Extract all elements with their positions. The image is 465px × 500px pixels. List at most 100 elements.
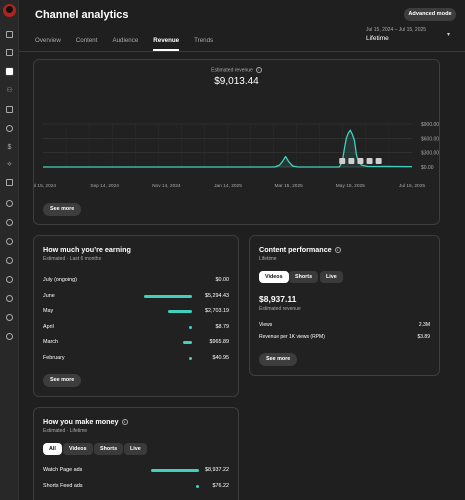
x-tick-label: Sep 14, 2024 <box>90 183 119 189</box>
chip-live[interactable]: Live <box>124 443 147 455</box>
channel-icon-6[interactable] <box>5 294 14 303</box>
performance-title-wrap: Content performance i <box>259 245 341 254</box>
advanced-mode-button[interactable]: Advanced mode <box>404 8 456 21</box>
earning-row-value: $2,703.19 <box>205 308 229 314</box>
make-money-row-bar <box>151 469 199 472</box>
metric-rpm-value: $3.89 <box>417 334 430 340</box>
video-marker[interactable] <box>375 158 382 164</box>
performance-title: Content performance <box>259 245 332 254</box>
channel-icon-2[interactable] <box>5 218 14 227</box>
earning-row-label: March <box>43 339 58 345</box>
chart-total: $9,013.44 <box>214 76 259 87</box>
see-more-button[interactable]: See more <box>43 203 82 216</box>
make-money-row-bar <box>196 485 199 488</box>
tab-content[interactable]: Content <box>75 37 98 44</box>
earning-row-label: February <box>43 354 65 361</box>
tab-divider <box>19 51 465 52</box>
earning-card: How much you’re earning Estimated · Last… <box>33 235 239 397</box>
date-range-selector[interactable]: Lifetime <box>366 35 389 42</box>
channel-icon-4[interactable] <box>5 256 14 265</box>
earning-row-bar <box>189 325 192 329</box>
y-tick-label: $900.00 <box>421 122 439 128</box>
earning-row-value: $40.95 <box>212 354 230 361</box>
make-money-row-label: Watch Page ads <box>43 467 83 473</box>
x-tick-label: Mar 15, 2025 <box>275 183 304 189</box>
community-icon[interactable]: ⚇ <box>6 87 13 94</box>
earning-row-value: $0.00 <box>215 277 230 283</box>
earning-row-bar <box>144 294 192 298</box>
make-money-card: How you make money i Estimated · Lifetime… <box>33 407 239 500</box>
revenue-line-chart: $0.00 $300.00 $600.00 $900.00 Jul 15, 2024 Se… <box>34 122 439 189</box>
earning-row-label: April <box>43 323 54 330</box>
metric-views-label: Views <box>259 322 273 328</box>
video-marker[interactable] <box>339 158 346 164</box>
revenue-chart-card: Estimated revenue i $9,013.44 $0.00 $300.0… <box>33 59 440 225</box>
metric-rpm-label: Revenue per 1K views (RPM) <box>259 334 325 340</box>
y-tick-label: $600.00 <box>421 136 439 142</box>
chart-label: Estimated revenue <box>211 67 253 74</box>
earning-see-more-button[interactable]: See more <box>43 374 82 387</box>
video-marker[interactable] <box>366 158 373 164</box>
info-icon[interactable]: i <box>121 419 128 426</box>
earning-row-label: July (ongoing) <box>43 277 77 283</box>
video-marker[interactable] <box>357 158 364 164</box>
tab-audience[interactable]: Audience <box>112 37 139 44</box>
channel-icon-5[interactable] <box>5 275 14 284</box>
x-tick-label: Jul 15, 2024 <box>34 183 56 189</box>
make-money-title: How you make money <box>43 417 119 426</box>
channel-icon-3[interactable] <box>5 237 14 246</box>
chip-videos[interactable]: Videos <box>259 271 289 283</box>
audio-library-icon[interactable] <box>5 178 14 187</box>
tab-trends[interactable]: Trends <box>194 37 214 44</box>
chip-all[interactable]: All <box>43 443 62 455</box>
x-tick-label: May 15, 2025 <box>336 183 365 189</box>
copyright-icon[interactable] <box>5 124 14 133</box>
x-tick-label: Jul 15, 2025 <box>399 183 425 189</box>
tab-revenue[interactable]: Revenue <box>153 37 180 51</box>
metric-views-value: 2.3M <box>418 322 430 328</box>
make-money-row-value: $8,937.22 <box>205 467 229 473</box>
video-marker[interactable] <box>348 158 355 164</box>
info-icon[interactable]: i <box>255 67 262 73</box>
left-sidebar: ⚇ $ ⟡ <box>0 0 19 500</box>
info-icon[interactable]: i <box>334 247 341 254</box>
performance-subtitle: Lifetime <box>259 256 277 262</box>
performance-big-label: Estimated revenue <box>259 306 301 312</box>
make-money-row-value: $76.22 <box>212 483 230 489</box>
content-icon[interactable] <box>5 48 14 57</box>
tab-overview[interactable]: Overview <box>35 37 61 44</box>
y-tick-label: $0.00 <box>421 165 434 171</box>
performance-big-value: $8,937.11 <box>259 294 297 304</box>
subtitles-icon[interactable] <box>5 105 14 114</box>
earning-row-bar <box>167 310 192 313</box>
earning-row-label: May <box>43 308 54 314</box>
x-tick-label: Jan 14, 2025 <box>214 183 242 189</box>
earning-row-label: June <box>43 292 55 299</box>
x-tick-label: Nov 14, 2024 <box>152 183 181 189</box>
analytics-icon[interactable] <box>5 67 14 76</box>
make-money-row-label: Shorts Feed ads <box>43 483 83 489</box>
channel-icon-1[interactable] <box>5 199 14 208</box>
chart-header: Estimated revenue i <box>34 67 439 73</box>
earning-title: How much you’re earning <box>43 245 131 254</box>
analytics-tabs: Overview Content Audience Revenue Trends <box>35 37 228 51</box>
date-range-label: Jul 15, 2024 – Jul 15, 2025 <box>366 27 427 33</box>
make-money-subtitle: Estimated · Lifetime <box>43 428 88 434</box>
earning-row-bar <box>183 341 192 344</box>
chevron-down-icon[interactable]: ▾ <box>447 32 451 38</box>
earning-row-bar <box>189 356 192 360</box>
earning-row-value: $8.79 <box>215 323 230 330</box>
chip-shorts[interactable]: Shorts <box>289 271 319 283</box>
y-tick-label: $300.00 <box>421 151 439 157</box>
dashboard-icon[interactable] <box>5 30 14 39</box>
performance-see-more-button[interactable]: See more <box>259 353 298 366</box>
chip-live[interactable]: Live <box>320 271 343 283</box>
earn-icon[interactable]: $ <box>7 144 12 151</box>
channel-icon-7[interactable] <box>5 313 14 322</box>
channel-icon-8[interactable] <box>5 332 14 341</box>
chip-shorts[interactable]: Shorts <box>94 443 124 455</box>
earning-subtitle: Estimated · Last 6 months <box>43 256 102 262</box>
channel-avatar[interactable] <box>3 4 16 17</box>
chip-videos[interactable]: Videos <box>63 443 93 455</box>
customization-icon[interactable]: ⟡ <box>7 161 12 168</box>
